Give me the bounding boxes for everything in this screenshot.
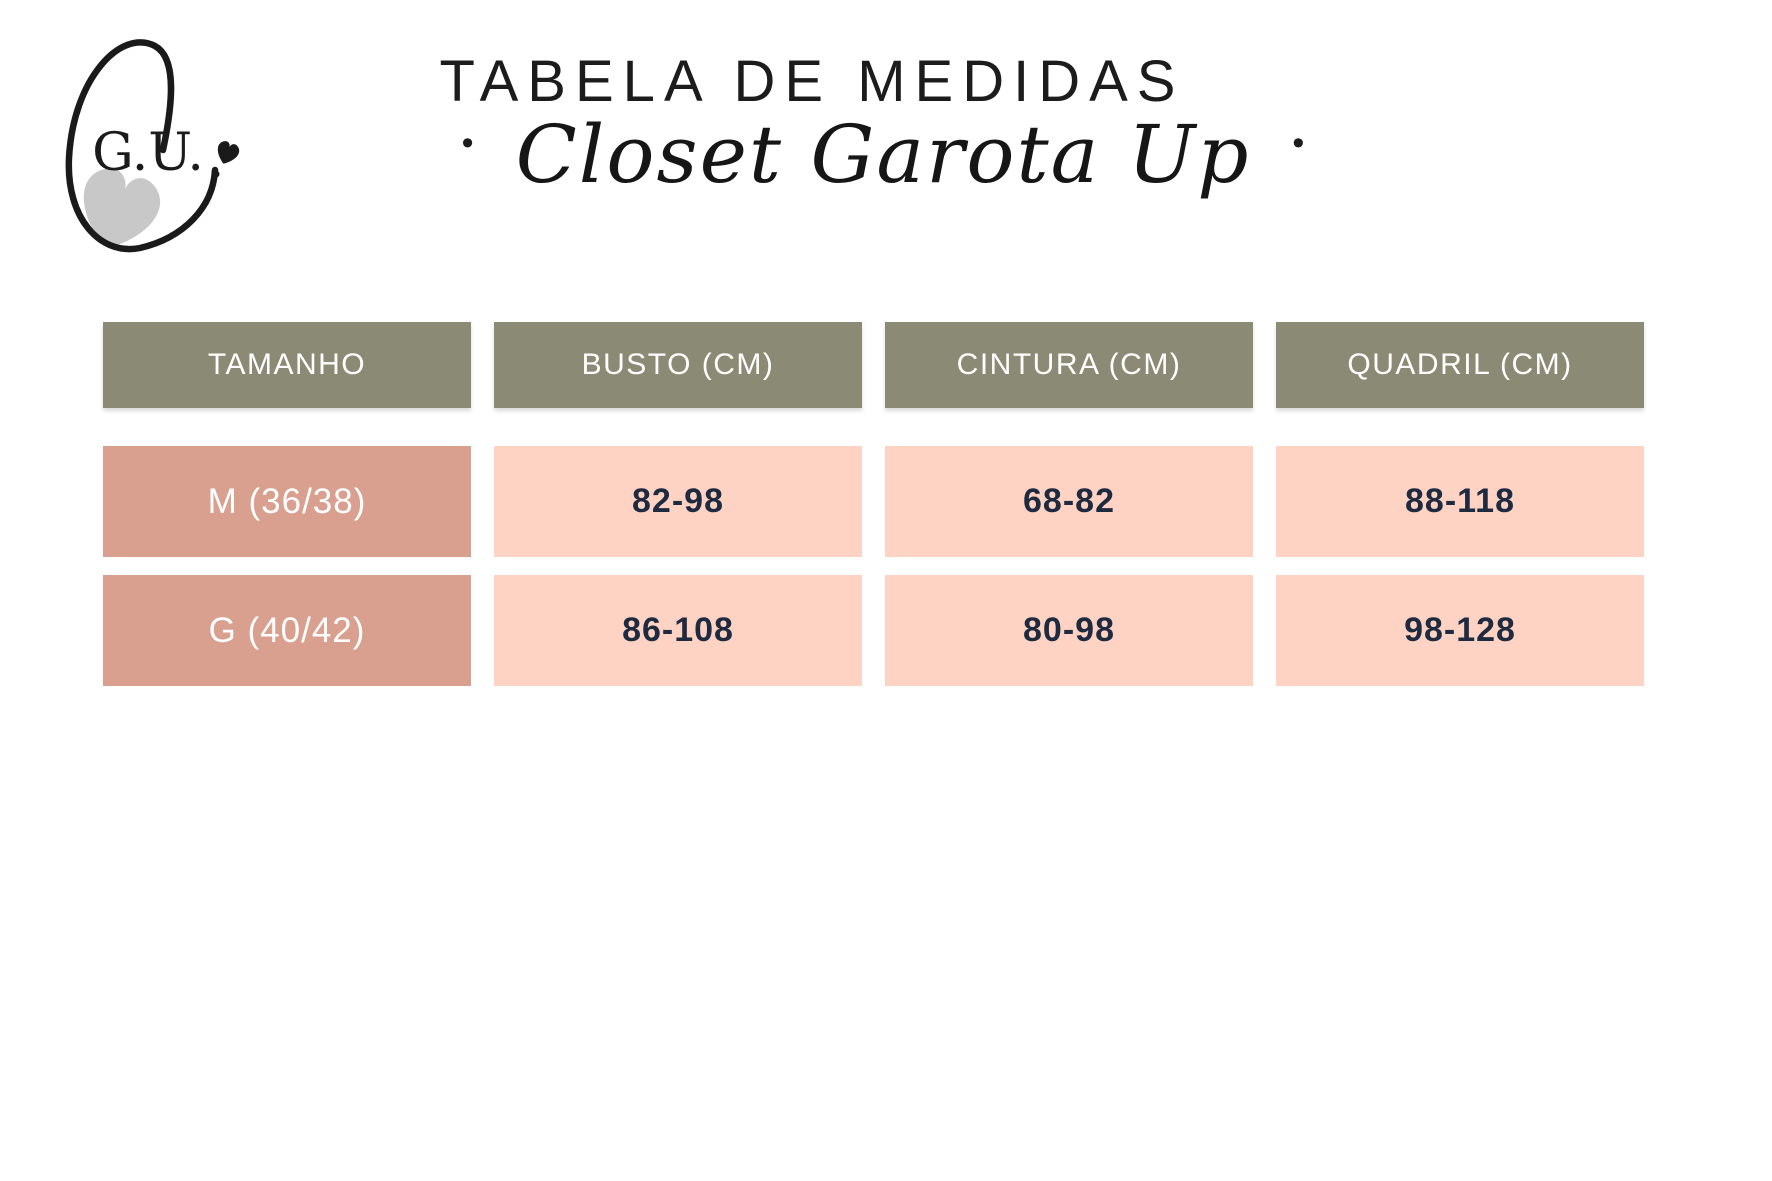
quadril-value-cell: 98-128 — [1276, 575, 1644, 686]
measurement-table: TAMANHO BUSTO (CM) CINTURA (CM) QUADRIL … — [103, 322, 1644, 686]
busto-value-cell: 82-98 — [494, 446, 862, 557]
page-title: TABELA DE MEDIDAS — [439, 49, 1185, 114]
left-dot-icon: • — [461, 124, 474, 162]
subtitle-block: • Closet Garota Up • — [0, 108, 1766, 201]
size-cell: M (36/38) — [103, 446, 471, 557]
logo-dot — [212, 170, 220, 178]
header-cell-tamanho: TAMANHO — [103, 322, 471, 408]
cintura-value-cell: 80-98 — [885, 575, 1253, 686]
header-cell-busto: BUSTO (CM) — [494, 322, 862, 408]
right-dot-icon: • — [1292, 124, 1305, 162]
brand-subtitle: Closet Garota Up — [515, 108, 1251, 201]
cintura-value-cell: 68-82 — [885, 446, 1253, 557]
logo-oval-icon — [65, 39, 219, 253]
table-header-row: TAMANHO BUSTO (CM) CINTURA (CM) QUADRIL … — [103, 322, 1644, 408]
quadril-value-cell: 88-118 — [1276, 446, 1644, 557]
busto-value-cell: 86-108 — [494, 575, 862, 686]
title-block: TABELA DE MEDIDAS — [0, 48, 1624, 115]
table-row-size-g: G (40/42) 86-108 80-98 98-128 — [103, 575, 1644, 686]
table-row-size-m: M (36/38) 82-98 68-82 88-118 — [103, 446, 1644, 557]
logo-heart-icon — [83, 168, 161, 250]
small-heart-icon — [217, 141, 240, 164]
header-cell-quadril: QUADRIL (CM) — [1276, 322, 1644, 408]
brand-logo: G.U. — [65, 39, 240, 253]
size-cell: G (40/42) — [103, 575, 471, 686]
header-cell-cintura: CINTURA (CM) — [885, 322, 1253, 408]
logo-monogram: G.U. — [92, 123, 204, 183]
